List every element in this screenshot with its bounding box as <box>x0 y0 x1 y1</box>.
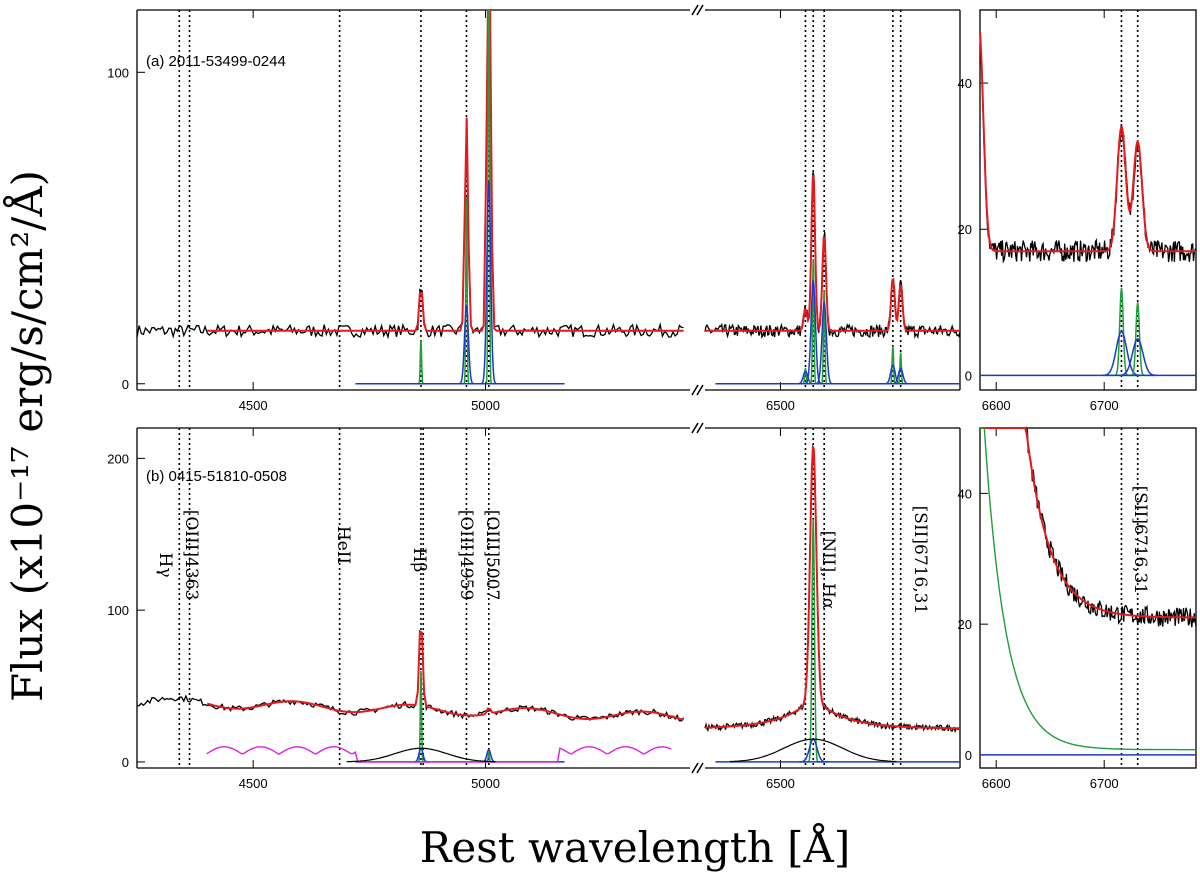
observed-spectrum <box>136 9 684 340</box>
axis-frame-zoom <box>979 427 1197 769</box>
line-label: [OIII]5007 <box>482 510 502 601</box>
broad-component <box>459 303 474 385</box>
axis-break-mark <box>691 384 704 396</box>
observed-spectrum <box>980 426 1197 628</box>
feii-template <box>206 746 672 763</box>
panel-label-b: (b) 0415-51810-0508 <box>146 468 287 485</box>
broad-component <box>481 181 497 385</box>
line-label: [OIII]4363 <box>181 510 201 601</box>
model-fit <box>979 31 1196 253</box>
x-tick-label: 6600 <box>982 398 1011 413</box>
x-tick-label: 6500 <box>766 398 795 413</box>
y-tick-label: 20 <box>958 222 972 237</box>
x-tick-label: 6700 <box>1090 398 1119 413</box>
panel-b-seg-2 <box>979 426 1197 769</box>
panel-a-seg-2 <box>979 9 1197 391</box>
axis-break-mark <box>691 4 704 16</box>
y-tick-label: 40 <box>958 486 972 501</box>
x-tick-label: 4500 <box>239 398 268 413</box>
observed-spectrum <box>979 34 1197 264</box>
y-tick-label: 0 <box>122 377 129 392</box>
x-tick-label: 6600 <box>982 776 1011 791</box>
x-tick-label: 6500 <box>766 776 795 791</box>
model-fit <box>705 174 960 332</box>
narrow-wing <box>980 427 1196 751</box>
line-label: Hβ <box>409 548 429 573</box>
panel-b-seg-0 <box>136 422 704 774</box>
x-tick-label: 6700 <box>1090 776 1119 791</box>
y-tick-label: 0 <box>122 755 129 770</box>
y-tick-label: 100 <box>107 65 129 80</box>
y-tick-label: 100 <box>107 603 129 618</box>
y-tick-label: 0 <box>965 748 972 763</box>
line-label: [OIII]4959 <box>456 510 476 601</box>
x-tick-label: 5000 <box>471 776 500 791</box>
line-label: HeII <box>333 526 353 564</box>
axis-break-mark <box>691 762 704 774</box>
observed-spectrum <box>704 172 961 340</box>
broad-component <box>1118 337 1158 377</box>
wide-component <box>730 738 897 763</box>
panel-label-a: (a) 2011-53499-0244 <box>146 53 286 70</box>
broad-component <box>815 300 833 385</box>
line-label: [SII]6716,31 <box>910 506 930 615</box>
y-axis-title: Flux (x10⁻¹⁷ erg/s/cm²/Å) <box>2 170 52 702</box>
x-tick-label: 5000 <box>471 398 500 413</box>
model-fit <box>980 427 1196 619</box>
panel-b-seg-1 <box>704 427 961 769</box>
y-tick-label: 0 <box>965 368 972 383</box>
model-fit <box>705 446 960 730</box>
y-tick-label: 200 <box>107 451 129 466</box>
axis-frame-zoom <box>979 9 1197 391</box>
y-tick-label: 40 <box>958 76 972 91</box>
y-tick-label: 20 <box>958 617 972 632</box>
model-fit <box>207 9 684 332</box>
axis-break-mark <box>691 422 704 434</box>
x-tick-label: 4500 <box>239 776 268 791</box>
narrow-component <box>481 750 497 763</box>
panel-a-seg-1 <box>704 9 961 391</box>
x-axis-title: Rest wavelength [Å] <box>420 822 850 872</box>
broad-component <box>1102 330 1141 377</box>
panel-a-seg-0 <box>136 4 704 396</box>
line-label: [NII], Hα <box>818 531 838 610</box>
model-fit <box>206 630 684 721</box>
line-label: Hγ <box>155 553 175 578</box>
line-label: [SII]6716,31 <box>1130 486 1150 595</box>
wide-component <box>346 747 496 763</box>
